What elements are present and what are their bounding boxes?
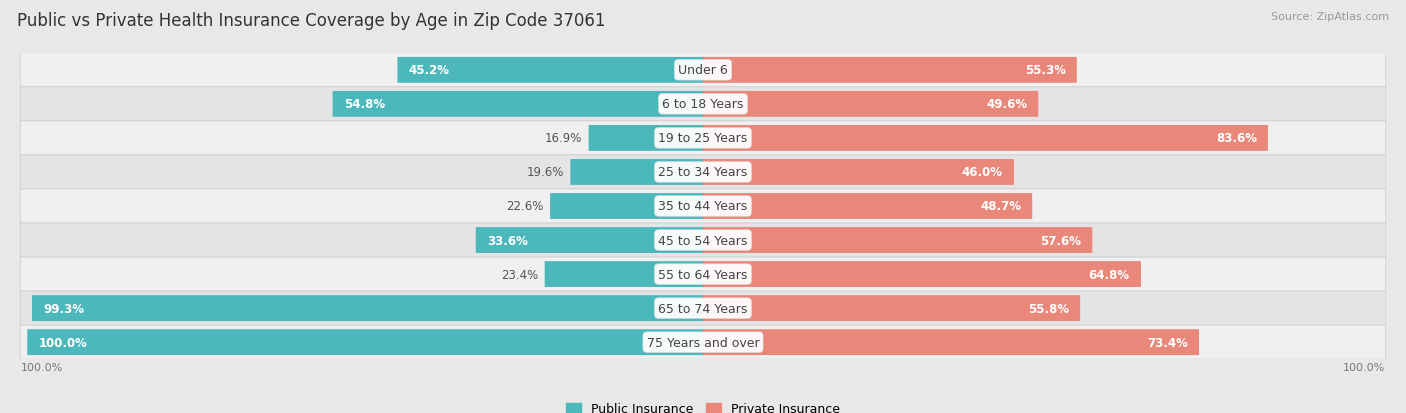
FancyBboxPatch shape — [703, 261, 1140, 287]
FancyBboxPatch shape — [703, 228, 1092, 253]
Text: Under 6: Under 6 — [678, 64, 728, 77]
Text: 49.6%: 49.6% — [986, 98, 1028, 111]
Legend: Public Insurance, Private Insurance: Public Insurance, Private Insurance — [561, 397, 845, 413]
Text: 19.6%: 19.6% — [526, 166, 564, 179]
Text: 99.3%: 99.3% — [44, 302, 84, 315]
Text: 48.7%: 48.7% — [980, 200, 1021, 213]
Text: 55.3%: 55.3% — [1025, 64, 1066, 77]
Text: 100.0%: 100.0% — [38, 336, 87, 349]
Text: 46.0%: 46.0% — [962, 166, 1002, 179]
Text: 57.6%: 57.6% — [1040, 234, 1081, 247]
Text: 100.0%: 100.0% — [1343, 362, 1385, 372]
Text: 45.2%: 45.2% — [409, 64, 450, 77]
Text: 54.8%: 54.8% — [343, 98, 385, 111]
FancyBboxPatch shape — [20, 325, 1386, 359]
Text: Public vs Private Health Insurance Coverage by Age in Zip Code 37061: Public vs Private Health Insurance Cover… — [17, 12, 606, 30]
FancyBboxPatch shape — [27, 330, 703, 355]
FancyBboxPatch shape — [544, 261, 703, 287]
FancyBboxPatch shape — [398, 58, 703, 83]
FancyBboxPatch shape — [20, 156, 1386, 190]
FancyBboxPatch shape — [475, 228, 703, 253]
Text: 16.9%: 16.9% — [544, 132, 582, 145]
Text: 45 to 54 Years: 45 to 54 Years — [658, 234, 748, 247]
Text: 23.4%: 23.4% — [501, 268, 538, 281]
FancyBboxPatch shape — [703, 295, 1080, 321]
FancyBboxPatch shape — [20, 257, 1386, 292]
FancyBboxPatch shape — [550, 194, 703, 219]
FancyBboxPatch shape — [20, 292, 1386, 325]
FancyBboxPatch shape — [703, 160, 1014, 185]
Text: 64.8%: 64.8% — [1088, 268, 1130, 281]
FancyBboxPatch shape — [703, 126, 1268, 152]
Text: 55.8%: 55.8% — [1028, 302, 1069, 315]
Text: 6 to 18 Years: 6 to 18 Years — [662, 98, 744, 111]
FancyBboxPatch shape — [20, 121, 1386, 156]
Text: 35 to 44 Years: 35 to 44 Years — [658, 200, 748, 213]
Text: 100.0%: 100.0% — [21, 362, 63, 372]
Text: 73.4%: 73.4% — [1147, 336, 1188, 349]
Text: 83.6%: 83.6% — [1216, 132, 1257, 145]
Text: 33.6%: 33.6% — [486, 234, 527, 247]
FancyBboxPatch shape — [20, 88, 1386, 121]
FancyBboxPatch shape — [333, 92, 703, 118]
Text: 55 to 64 Years: 55 to 64 Years — [658, 268, 748, 281]
FancyBboxPatch shape — [20, 190, 1386, 223]
Text: 19 to 25 Years: 19 to 25 Years — [658, 132, 748, 145]
Text: 65 to 74 Years: 65 to 74 Years — [658, 302, 748, 315]
FancyBboxPatch shape — [571, 160, 703, 185]
FancyBboxPatch shape — [20, 54, 1386, 88]
FancyBboxPatch shape — [703, 92, 1038, 118]
FancyBboxPatch shape — [703, 194, 1032, 219]
Text: 75 Years and over: 75 Years and over — [647, 336, 759, 349]
FancyBboxPatch shape — [20, 223, 1386, 257]
Text: 25 to 34 Years: 25 to 34 Years — [658, 166, 748, 179]
FancyBboxPatch shape — [32, 295, 703, 321]
FancyBboxPatch shape — [703, 330, 1199, 355]
FancyBboxPatch shape — [703, 58, 1077, 83]
Text: Source: ZipAtlas.com: Source: ZipAtlas.com — [1271, 12, 1389, 22]
FancyBboxPatch shape — [589, 126, 703, 152]
Text: 22.6%: 22.6% — [506, 200, 544, 213]
